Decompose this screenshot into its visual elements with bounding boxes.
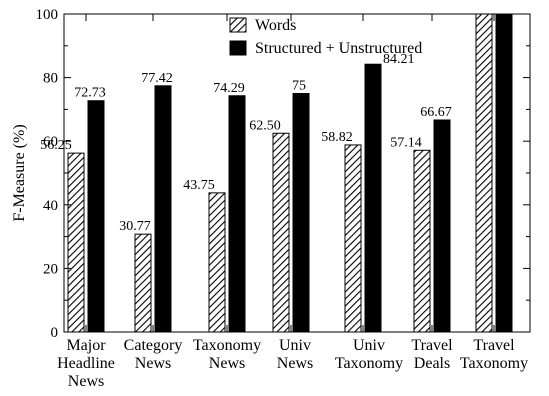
- value-label-structured-0: 72.73: [74, 86, 106, 101]
- bar-structured-6: [495, 13, 513, 333]
- y-axis-label: F-Measure (%): [11, 124, 28, 221]
- x-tick-label-0-0: Major: [66, 337, 106, 354]
- value-label-structured-4: 84.21: [383, 52, 415, 67]
- y-tick-label-1: 20: [43, 261, 58, 277]
- value-label-words-2: 43.75: [183, 178, 215, 193]
- bar-structured-0: [87, 100, 105, 333]
- x-tick-label-1-1: News: [135, 355, 171, 372]
- bar-words-2: [208, 192, 226, 333]
- value-label-structured-1: 77.42: [141, 71, 173, 86]
- value-label-structured-2: 74.29: [213, 81, 245, 96]
- bar-structured-3: [292, 93, 310, 333]
- x-tick-label-6-1: Taxonomy: [460, 355, 528, 372]
- x-tick-label-5-0: Travel: [411, 337, 453, 354]
- x-tick-label-4-1: Taxonomy: [335, 355, 403, 372]
- value-label-words-3: 62.50: [249, 118, 281, 133]
- y-tick-label-5: 100: [36, 7, 59, 23]
- y-tick-label-4: 80: [43, 71, 58, 87]
- bar-structured-2: [228, 95, 246, 333]
- value-label-words-1: 30.77: [119, 219, 151, 234]
- value-label-words-4: 58.82: [321, 130, 353, 145]
- x-tick-label-0-1: Headline: [57, 355, 115, 372]
- x-tick-label-2-0: Taxonomy: [193, 337, 261, 354]
- x-tick-label-0-2: News: [68, 373, 104, 390]
- y-tick-label-0: 0: [51, 325, 59, 341]
- x-tick-label-5-1: Deals: [414, 355, 450, 372]
- bars-layer: [67, 13, 513, 333]
- x-tick-label-2-1: News: [209, 355, 245, 372]
- bar-words-1: [134, 233, 152, 333]
- value-label-structured-5: 66.67: [420, 105, 452, 120]
- axes-layer: 020406080100MajorHeadlineNewsCategoryNew…: [36, 7, 530, 390]
- bar-words-5: [413, 149, 431, 333]
- value-label-words-5: 57.14: [390, 135, 422, 150]
- bar-structured-4: [364, 63, 382, 333]
- legend: Words Structured + Unstructured: [229, 17, 422, 57]
- bar-structured-5: [433, 119, 451, 333]
- value-label-structured-3: 75: [292, 79, 306, 94]
- y-tick-label-3: 60: [43, 134, 58, 150]
- y-tick-label-2: 40: [43, 198, 58, 214]
- bar-words-6: [475, 13, 493, 333]
- legend-swatch-0: [229, 17, 247, 33]
- x-tick-label-3-0: Univ: [279, 337, 311, 354]
- legend-label-0: Words: [255, 17, 296, 34]
- bar-words-0: [67, 152, 85, 333]
- x-tick-label-4-0: Univ: [353, 337, 385, 354]
- bar-structured-1: [154, 85, 172, 333]
- legend-label-1: Structured + Unstructured: [255, 40, 422, 57]
- bar-words-3: [272, 132, 290, 333]
- x-tick-label-3-1: News: [277, 355, 313, 372]
- x-tick-label-1-0: Category: [124, 337, 183, 354]
- x-tick-label-6-0: Travel: [473, 337, 515, 354]
- legend-swatch-1: [229, 40, 247, 56]
- bar-words-4: [344, 144, 362, 333]
